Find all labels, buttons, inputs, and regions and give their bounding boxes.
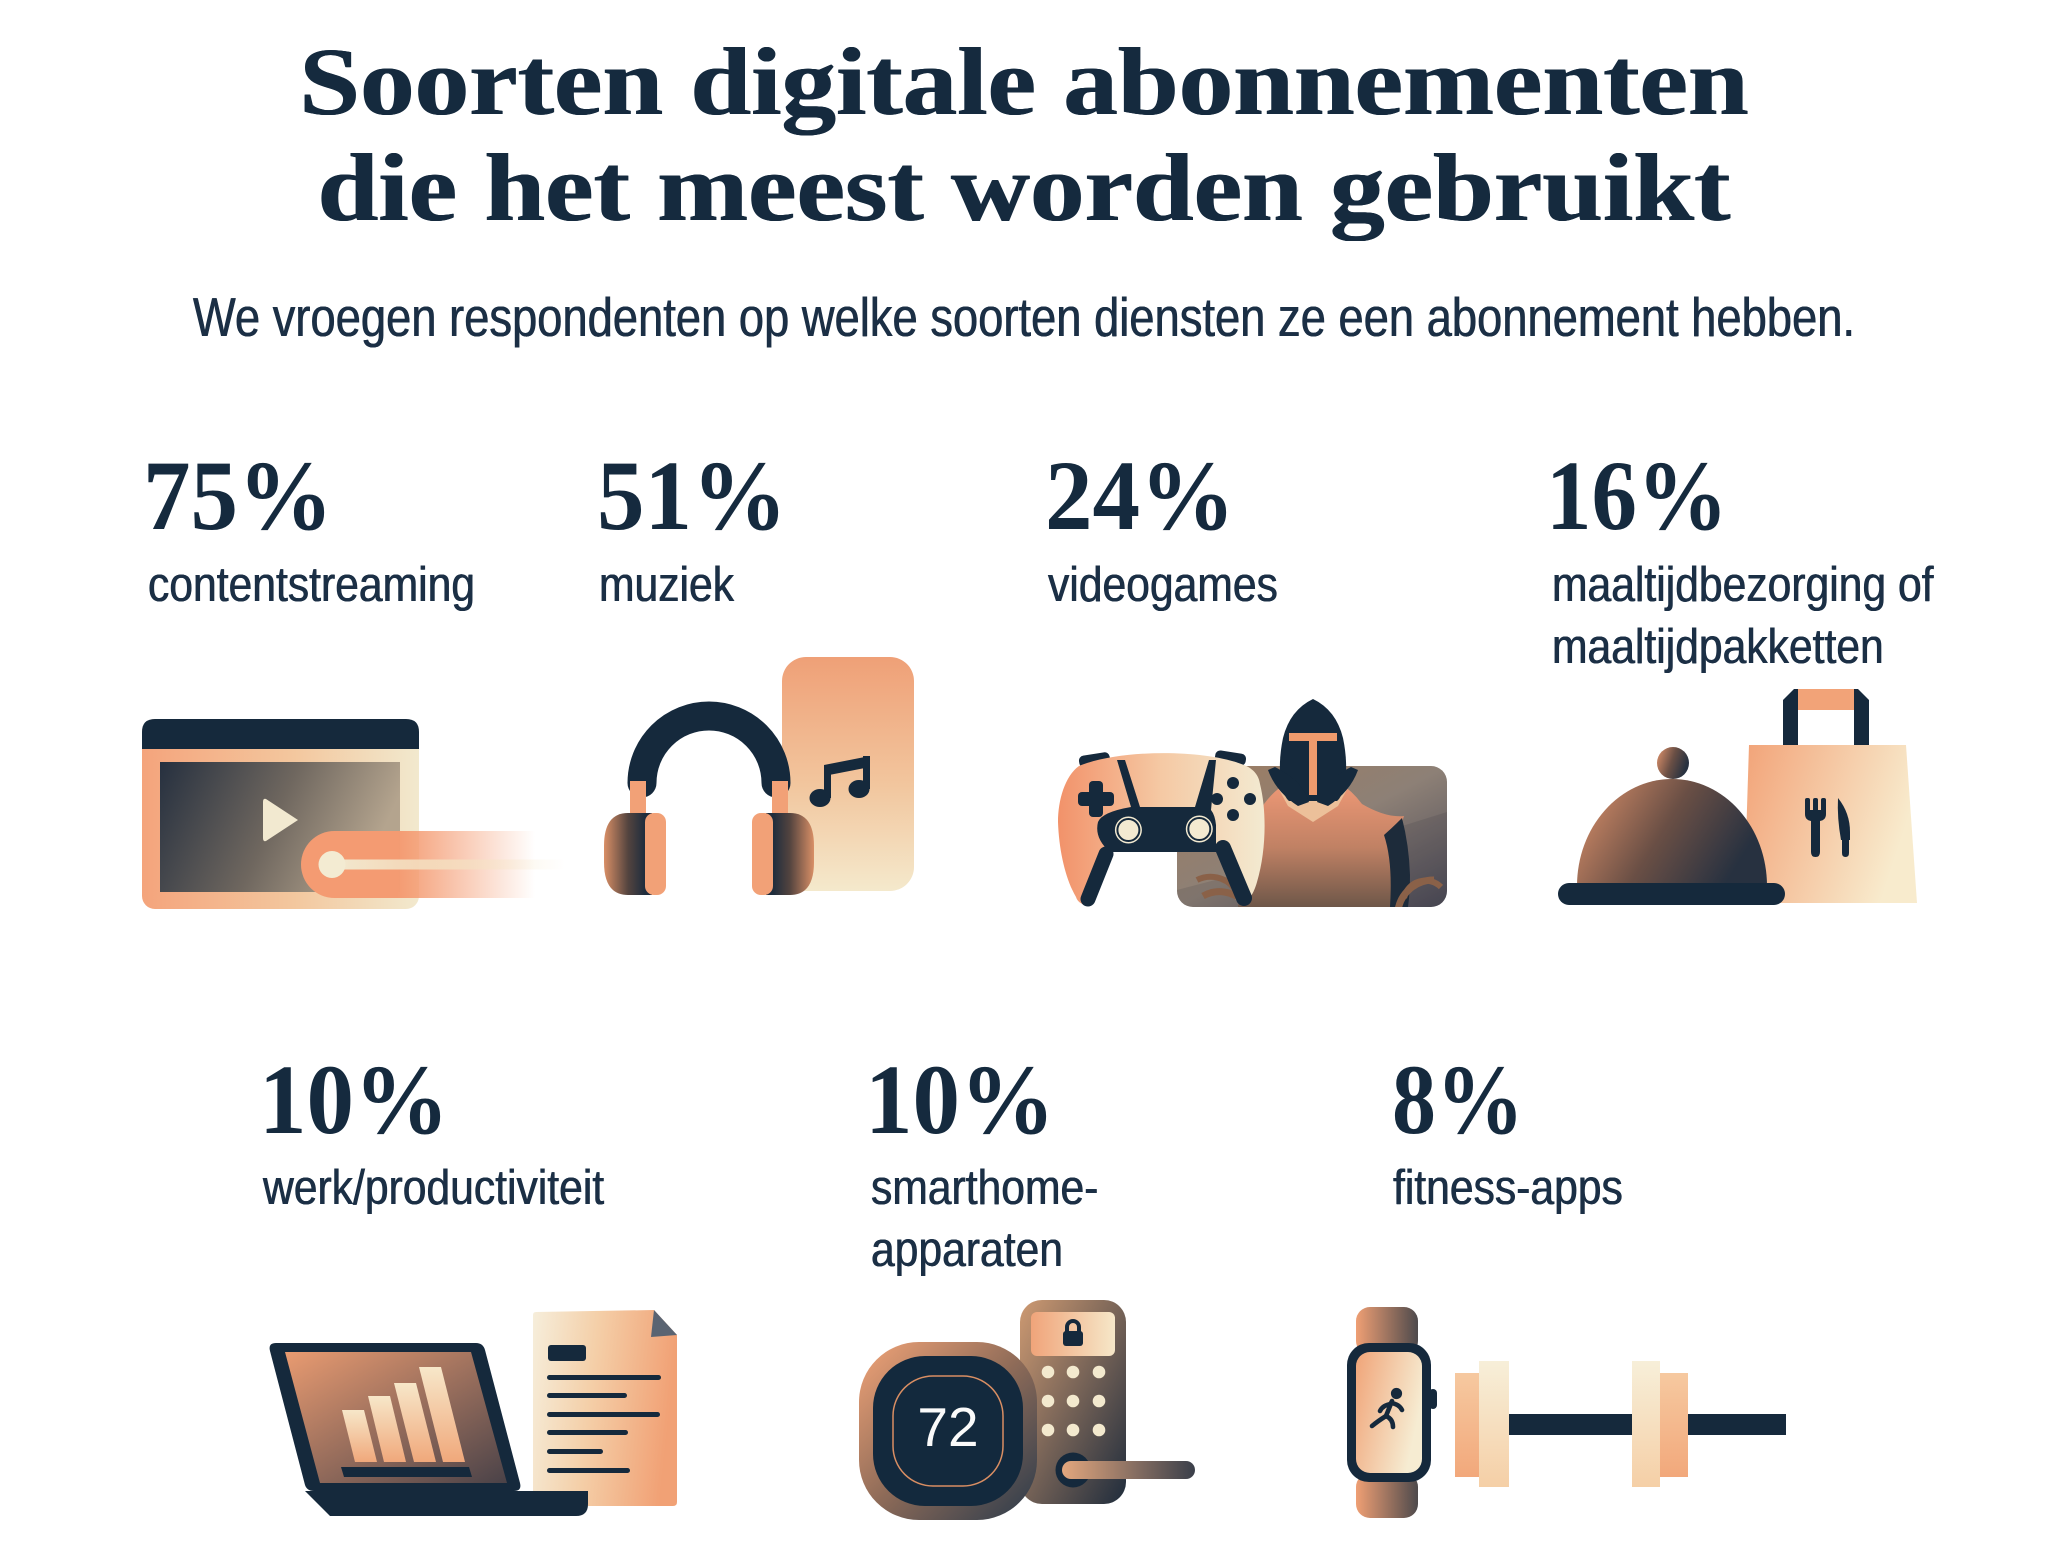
svg-text:72: 72	[917, 1396, 978, 1458]
